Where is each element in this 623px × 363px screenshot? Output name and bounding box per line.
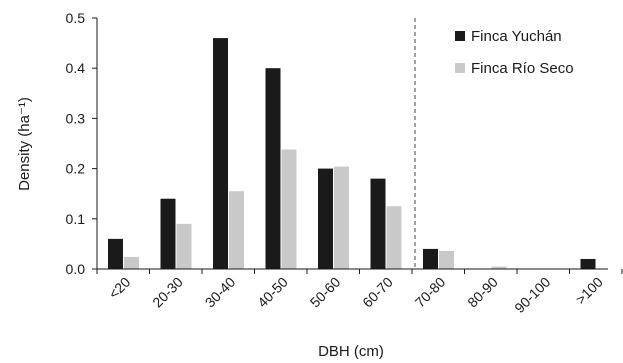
x-tick-label: 50-60 [307,274,344,311]
x-tick-label: >100 [572,274,606,308]
bar-series2 [439,250,454,269]
y-axis-ticks: 0.0 0.1 0.2 0.3 0.4 0.5 [66,10,97,277]
y-tick-label: 0.1 [66,211,86,227]
bar-series1 [318,168,333,269]
bar-series1 [265,68,281,269]
bar-series2 [124,256,139,269]
x-tick-label: 80-90 [464,274,501,311]
legend-swatch [455,31,465,41]
y-tick-label: 0.3 [66,110,86,126]
bar-series1 [160,198,176,269]
bar-series2 [281,149,297,269]
bar-series1 [423,248,438,269]
legend-label: Finca Yuchán [471,28,562,45]
x-axis-ticks: <20 20-30 30-40 40-50 50-60 60-70 70-80 80-90 90… [96,269,623,316]
y-tick-label: 0.5 [66,10,86,26]
bar-series2 [334,166,349,269]
x-tick-label: 90-100 [511,274,553,316]
x-tick-label: 40-50 [254,274,291,311]
y-tick-label: 0.0 [66,261,86,277]
bars [108,38,596,269]
legend-label: Finca Río Seco [471,60,574,77]
x-tick-label: <20 [105,274,133,302]
x-tick-label: 30-40 [202,274,239,311]
y-axis-title: Density (ha⁻¹) [16,97,33,191]
x-tick-label: 70-80 [412,274,449,311]
bar-series2 [386,206,402,269]
bar-series1 [108,238,123,269]
bar-series1 [370,178,386,269]
legend-swatch [455,63,465,73]
legend: Finca Yuchán Finca Río Seco [455,28,574,77]
bar-series2 [229,191,244,269]
x-tick-label: 20-30 [149,274,186,311]
bar-series2 [491,266,507,269]
y-tick-label: 0.2 [66,161,86,177]
bar-series1 [213,38,228,269]
bar-series1 [580,258,596,269]
bar-series2 [176,223,192,269]
x-axis-title: DBH (cm) [318,343,384,360]
y-tick-label: 0.4 [66,60,86,76]
x-tick-label: 60-70 [359,274,396,311]
